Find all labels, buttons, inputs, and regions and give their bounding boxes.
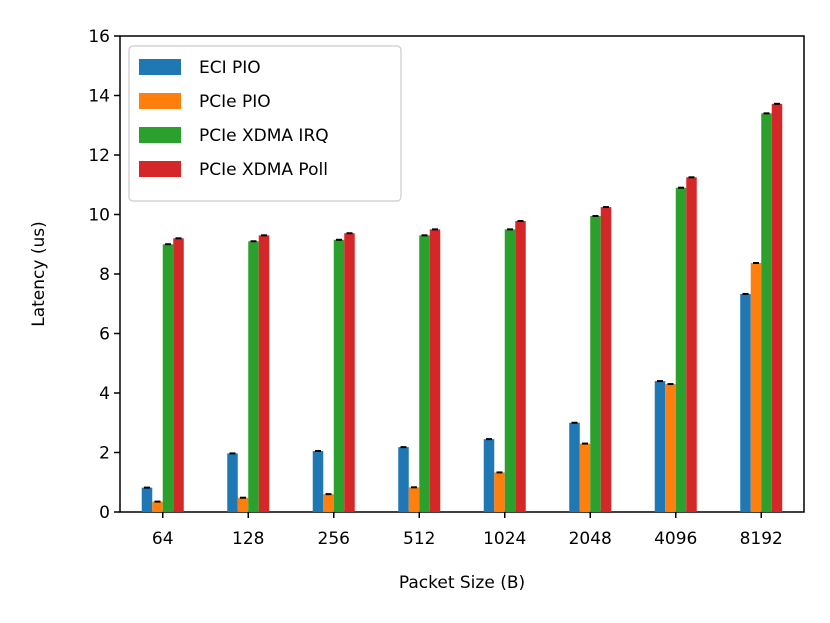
x-tick-label: 2048 <box>569 529 612 549</box>
bar-pcie-pio-512 <box>408 487 420 512</box>
legend-label: PCIe XDMA IRQ <box>199 126 329 146</box>
legend-frame <box>128 45 402 202</box>
bar-pcie-xdma-irq-64 <box>162 244 174 512</box>
bar-eci-pio-512 <box>398 447 409 512</box>
bar-eci-pio-2048 <box>569 422 580 512</box>
bar-eci-pio-8192 <box>740 293 751 512</box>
bar-pcie-xdma-irq-8192 <box>761 113 772 512</box>
y-tick-label: 8 <box>99 265 110 285</box>
x-tick-label: 256 <box>318 529 350 549</box>
bar-pcie-xdma-poll-8192 <box>771 103 783 512</box>
bar-pcie-xdma-irq-2048 <box>590 215 601 513</box>
bar-eci-pio-128 <box>227 453 238 512</box>
legend-label: PCIe PIO <box>199 92 271 112</box>
ticks-group: 0 2 4 6 8 10 12 14 16 64 128 256 512 1024 2048 4096 8192 <box>88 27 783 549</box>
bar-pcie-xdma-poll-1024 <box>515 221 526 513</box>
y-tick-label: 2 <box>99 444 110 464</box>
y-axis-label: Latency (us) <box>29 221 49 327</box>
bar-eci-pio-1024 <box>483 439 495 512</box>
y-tick-label: 16 <box>88 27 110 47</box>
y-tick-label: 14 <box>88 87 110 107</box>
legend-swatch <box>139 59 181 75</box>
bars-group <box>141 103 783 513</box>
y-tick-label: 12 <box>88 146 110 166</box>
bar-pcie-xdma-irq-4096 <box>675 187 687 512</box>
y-tick-label: 10 <box>88 206 110 226</box>
y-tick-label: 6 <box>99 325 110 345</box>
x-tick-label: 4096 <box>654 529 697 549</box>
x-tick-label: 512 <box>403 529 435 549</box>
bar-pcie-xdma-poll-64 <box>173 238 184 513</box>
bar-eci-pio-64 <box>141 487 153 512</box>
legend-label: PCIe XDMA Poll <box>199 160 328 180</box>
bar-pcie-xdma-irq-256 <box>333 239 345 512</box>
bar-pcie-xdma-poll-128 <box>258 235 270 512</box>
bar-pcie-pio-256 <box>323 494 334 512</box>
error-bars-group <box>144 102 780 503</box>
bar-pcie-xdma-irq-128 <box>248 241 259 512</box>
bar-pcie-pio-128 <box>237 497 249 512</box>
bar-eci-pio-256 <box>312 451 324 512</box>
bar-pcie-xdma-poll-512 <box>429 229 441 512</box>
x-tick-label: 1024 <box>483 529 526 549</box>
legend: ECI PIO PCIe PIO PCIe XDMA IRQ PCIe XDMA Po… <box>128 45 402 202</box>
legend-swatch <box>139 127 181 143</box>
x-tick-label: 8192 <box>740 529 783 549</box>
bar-pcie-pio-8192 <box>750 262 762 512</box>
bar-pcie-xdma-poll-256 <box>344 233 355 512</box>
legend-swatch <box>139 93 181 109</box>
y-tick-label: 0 <box>99 503 110 523</box>
bar-pcie-pio-2048 <box>579 443 591 512</box>
bar-pcie-xdma-poll-2048 <box>600 207 612 512</box>
bar-pcie-pio-1024 <box>494 472 505 512</box>
bar-pcie-xdma-irq-1024 <box>504 229 516 512</box>
bar-pcie-pio-64 <box>152 501 163 512</box>
bar-pcie-pio-4096 <box>665 384 676 512</box>
legend-swatch <box>139 161 181 177</box>
x-axis-label: Packet Size (B) <box>399 573 525 593</box>
bar-pcie-xdma-irq-512 <box>419 235 430 512</box>
x-tick-label: 64 <box>152 529 174 549</box>
bar-pcie-xdma-poll-4096 <box>686 177 697 512</box>
bar-eci-pio-4096 <box>654 381 666 512</box>
y-tick-label: 4 <box>99 384 110 404</box>
x-tick-label: 128 <box>232 529 264 549</box>
legend-label: ECI PIO <box>199 58 261 78</box>
